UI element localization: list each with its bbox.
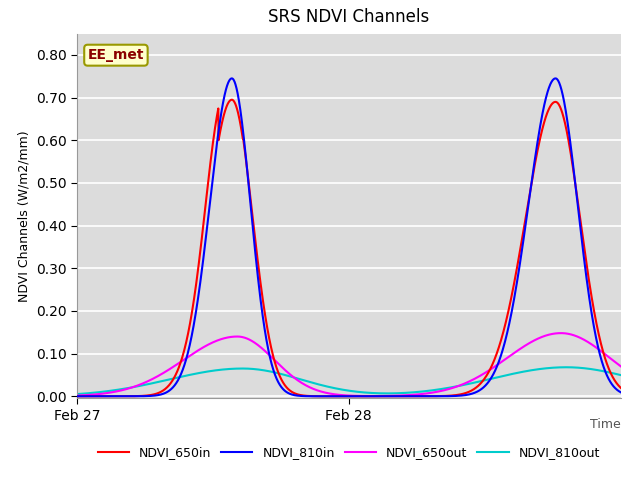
NDVI_650in bbox=[338, 394, 346, 399]
NDVI_650in bbox=[73, 394, 81, 399]
NDVI_650out bbox=[100, 391, 108, 396]
NDVI_650out bbox=[337, 392, 345, 398]
NDVI_810in bbox=[601, 368, 609, 373]
Line: NDVI_810in: NDVI_810in bbox=[77, 78, 621, 396]
NDVI_810in bbox=[100, 394, 108, 399]
NDVI_810in bbox=[617, 389, 625, 395]
NDVI_810in bbox=[73, 394, 81, 399]
NDVI_810in bbox=[337, 394, 345, 399]
NDVI_810in bbox=[501, 338, 509, 344]
NDVI_650out bbox=[602, 352, 609, 358]
Text: Time: Time bbox=[590, 419, 621, 432]
NDVI_650out bbox=[368, 393, 376, 399]
NDVI_810in bbox=[323, 394, 331, 399]
NDVI_810out bbox=[337, 386, 345, 392]
Y-axis label: NDVI Channels (W/m2/mm): NDVI Channels (W/m2/mm) bbox=[17, 130, 30, 302]
NDVI_650out bbox=[502, 356, 509, 362]
NDVI_650in bbox=[228, 97, 236, 103]
Line: NDVI_650in: NDVI_650in bbox=[77, 100, 621, 396]
Legend: NDVI_650in, NDVI_810in, NDVI_650out, NDVI_810out: NDVI_650in, NDVI_810in, NDVI_650out, NDV… bbox=[93, 441, 605, 464]
NDVI_810out bbox=[501, 372, 509, 378]
Title: SRS NDVI Channels: SRS NDVI Channels bbox=[268, 9, 429, 26]
NDVI_810out bbox=[323, 384, 331, 389]
NDVI_650out bbox=[557, 330, 564, 336]
NDVI_810in bbox=[552, 75, 559, 81]
NDVI_810out bbox=[100, 389, 108, 395]
NDVI_650in bbox=[602, 356, 609, 362]
Line: NDVI_810out: NDVI_810out bbox=[77, 367, 621, 394]
Line: NDVI_650out: NDVI_650out bbox=[77, 333, 621, 396]
NDVI_650out bbox=[617, 363, 625, 369]
NDVI_810out bbox=[601, 369, 609, 374]
NDVI_810out bbox=[73, 391, 81, 397]
NDVI_810out bbox=[617, 372, 625, 378]
NDVI_650in bbox=[100, 394, 108, 399]
NDVI_650in bbox=[601, 355, 609, 361]
NDVI_650in bbox=[323, 394, 331, 399]
NDVI_810out bbox=[602, 369, 609, 374]
NDVI_650in bbox=[617, 385, 625, 391]
NDVI_810out bbox=[563, 364, 570, 370]
NDVI_650out bbox=[602, 351, 609, 357]
NDVI_810in bbox=[602, 369, 609, 374]
NDVI_650out bbox=[73, 393, 81, 398]
Text: EE_met: EE_met bbox=[88, 48, 144, 62]
NDVI_650out bbox=[323, 390, 331, 396]
NDVI_650in bbox=[502, 321, 509, 327]
